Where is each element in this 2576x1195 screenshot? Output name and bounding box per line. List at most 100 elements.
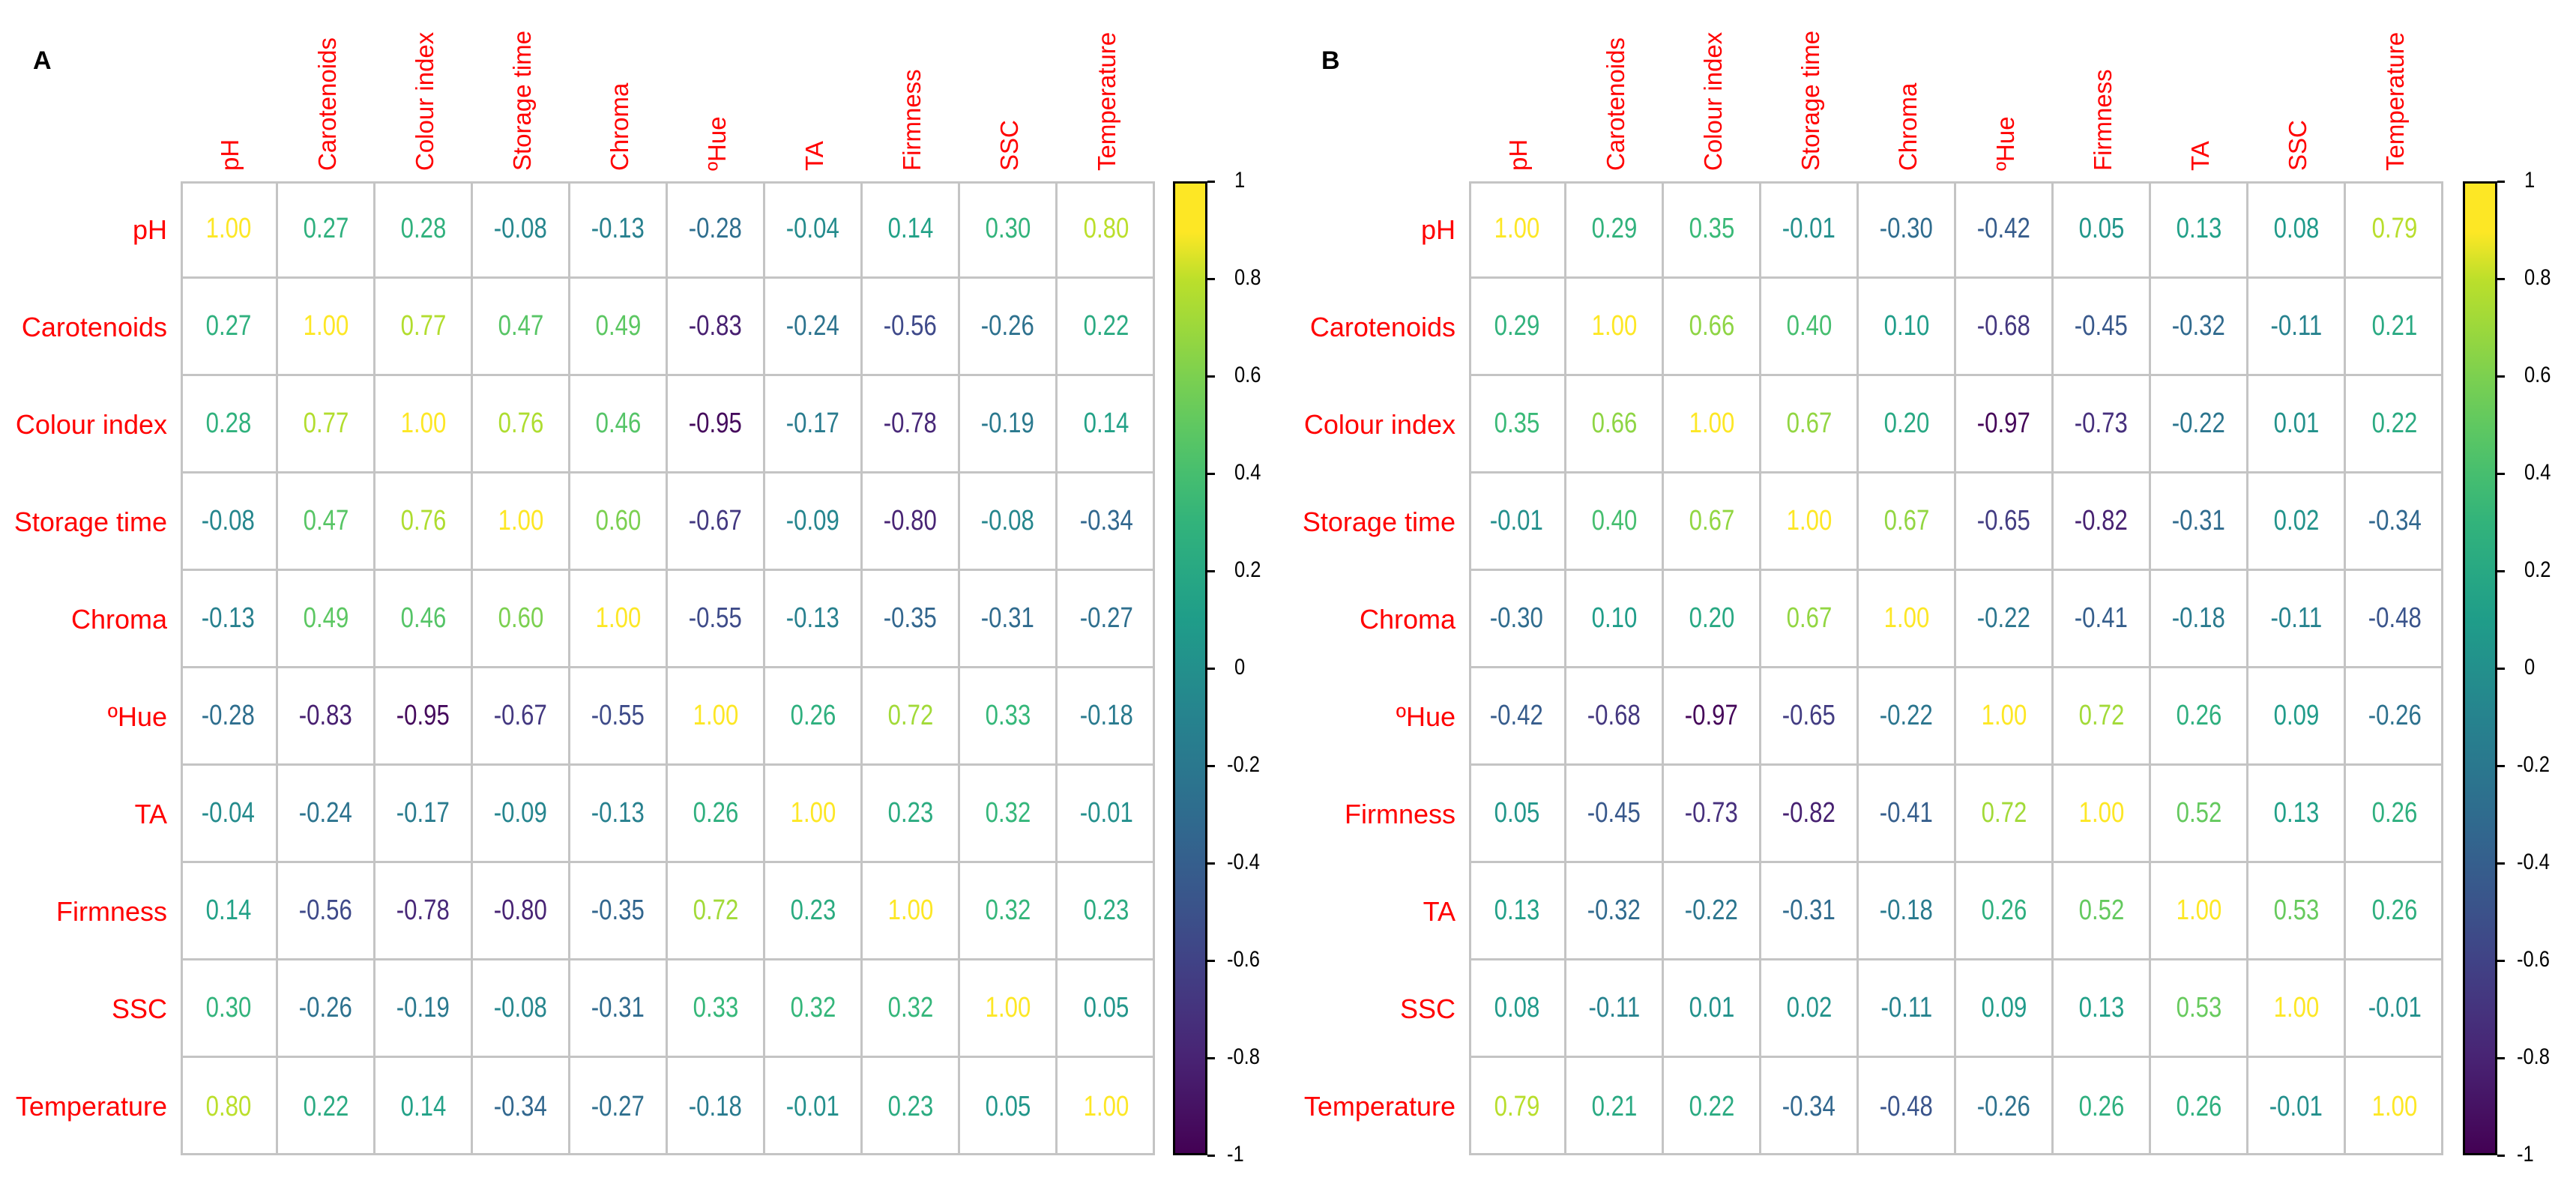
cell-value: 0.77: [303, 408, 349, 439]
cell-value: -0.30: [1489, 602, 1544, 634]
cell-value: -0.65: [1976, 505, 2031, 536]
cell-value: 0.14: [887, 213, 933, 244]
heatmap-cell: 0.22: [2346, 376, 2443, 474]
heatmap-cell: 0.53: [2248, 863, 2346, 960]
cell-value: 0.49: [303, 602, 349, 634]
cell-value: 0.20: [1689, 602, 1734, 634]
cell-value: -0.18: [1879, 895, 1934, 926]
heatmap-cell: -0.55: [668, 571, 765, 668]
row-label: Colour index: [15, 409, 167, 440]
heatmap-cell: 0.35: [1469, 376, 1566, 474]
colorbar-tick-label: -0.2: [1227, 752, 1260, 777]
heatmap-cell: 0.28: [181, 376, 278, 474]
heatmap-cell: 0.26: [765, 668, 863, 766]
cell-value: 0.22: [2371, 408, 2418, 439]
cell-value: 0.26: [2176, 1090, 2221, 1122]
heatmap-cell: 1.00: [1859, 571, 1956, 668]
heatmap-cell: 0.14: [181, 863, 278, 960]
cell-value: -0.22: [2171, 408, 2226, 439]
heatmap-cell: 0.66: [1566, 376, 1664, 474]
cell-value: 1.00: [400, 408, 446, 439]
row-label: pH: [132, 214, 167, 245]
cell-value: -0.27: [1079, 602, 1133, 634]
cell-value: 0.76: [498, 408, 543, 439]
heatmap-cell: -0.08: [181, 474, 278, 571]
heatmap-cell: 1.00: [2248, 960, 2346, 1058]
cell-value: 1.00: [693, 700, 738, 731]
cell-value: -0.55: [591, 700, 645, 731]
heatmap-cell: -0.19: [960, 376, 1058, 474]
cell-value: -0.34: [493, 1090, 548, 1122]
cell-value: -0.08: [493, 213, 548, 244]
heatmap-cell: 1.00: [570, 571, 668, 668]
cell-value: -0.01: [2368, 992, 2422, 1023]
cell-value: -0.67: [493, 700, 548, 731]
cell-value: 0.67: [1883, 505, 1929, 536]
heatmap-cell: 0.23: [863, 1058, 960, 1155]
heatmap-cell: -0.01: [765, 1058, 863, 1155]
cell-value: 0.67: [1786, 602, 1832, 634]
colorbar-tick: [1207, 1155, 1215, 1157]
cell-value: -0.78: [883, 408, 938, 439]
cell-value: 0.23: [887, 1090, 933, 1122]
heatmap-cell: -0.17: [765, 376, 863, 474]
heatmap-cell: -0.83: [668, 279, 765, 376]
panel-a: A 1.00 0.27 0.28 -0.08 -0.13 -0.28 -0.04 0.14 0.3…: [14, 31, 1261, 1167]
cell-value: 0.79: [1494, 1090, 1539, 1122]
heatmap-cell: 1.00: [765, 766, 863, 863]
cell-value: -0.56: [883, 310, 938, 342]
cell-value: 0.22: [303, 1090, 349, 1122]
heatmap-cell: 1.00: [473, 474, 570, 571]
cell-value: -0.11: [1880, 992, 1932, 1023]
cell-value: 0.46: [400, 602, 446, 634]
cell-value: -0.68: [1587, 700, 1641, 731]
heatmap-cell: 0.14: [375, 1058, 473, 1155]
heatmap-cell: 0.67: [1859, 474, 1956, 571]
column-label: pH: [1504, 139, 1532, 171]
cell-value: 0.30: [985, 213, 1031, 244]
cell-value: 0.66: [1689, 310, 1734, 342]
heatmap-cell: -0.28: [668, 181, 765, 279]
heatmap-cell: -0.56: [863, 279, 960, 376]
heatmap-cell: 0.80: [181, 1058, 278, 1155]
cell-value: -0.01: [1489, 505, 1544, 536]
heatmap-cell: -0.65: [1761, 668, 1859, 766]
heatmap-cell: 0.33: [960, 668, 1058, 766]
cell-value: 0.40: [1786, 310, 1832, 342]
heatmap-cell: -0.82: [1761, 766, 1859, 863]
heatmap-cell: 0.40: [1761, 279, 1859, 376]
heatmap-cell: 0.21: [1566, 1058, 1664, 1155]
colorbar-tick-label: 0: [2524, 655, 2536, 680]
cell-value: -0.34: [1782, 1090, 1836, 1122]
heatmap-cell: 0.02: [1761, 960, 1859, 1058]
heatmap-cell: -0.01: [1058, 766, 1155, 863]
cell-value: 0.23: [887, 797, 933, 829]
cell-value: -0.18: [688, 1090, 743, 1122]
cell-value: -0.09: [785, 505, 840, 536]
colorbar-tick: [2497, 668, 2505, 670]
cell-value: 0.67: [1689, 505, 1734, 536]
cell-value: -0.11: [2270, 602, 2322, 634]
cell-value: 0.77: [400, 310, 446, 342]
cell-value: 0.33: [985, 700, 1031, 731]
cell-value: 1.00: [1786, 505, 1832, 536]
cell-value: -0.32: [2171, 310, 2226, 342]
heatmap-cell: 0.26: [2346, 766, 2443, 863]
cell-value: -0.31: [980, 602, 1035, 634]
heatmap-cell: 0.21: [2346, 279, 2443, 376]
cell-value: 0.10: [1883, 310, 1929, 342]
colorbar-tick: [1207, 668, 1215, 670]
heatmap-cell: -0.19: [375, 960, 473, 1058]
heatmap-cell: 0.77: [375, 279, 473, 376]
heatmap-cell: -0.95: [375, 668, 473, 766]
row-label: Temperature: [15, 1091, 167, 1122]
heatmap-cell: -0.68: [1566, 668, 1664, 766]
heatmap-cell: -0.97: [1956, 376, 2054, 474]
heatmap-cell: -0.13: [765, 571, 863, 668]
heatmap-cell: -0.82: [2054, 474, 2151, 571]
colorbar-tick-label: 1: [1234, 168, 1246, 193]
heatmap-cell: -0.32: [2151, 279, 2248, 376]
heatmap-cell: -0.01: [2346, 960, 2443, 1058]
cell-value: -0.78: [396, 895, 450, 926]
column-label: Chroma: [1894, 82, 1922, 171]
